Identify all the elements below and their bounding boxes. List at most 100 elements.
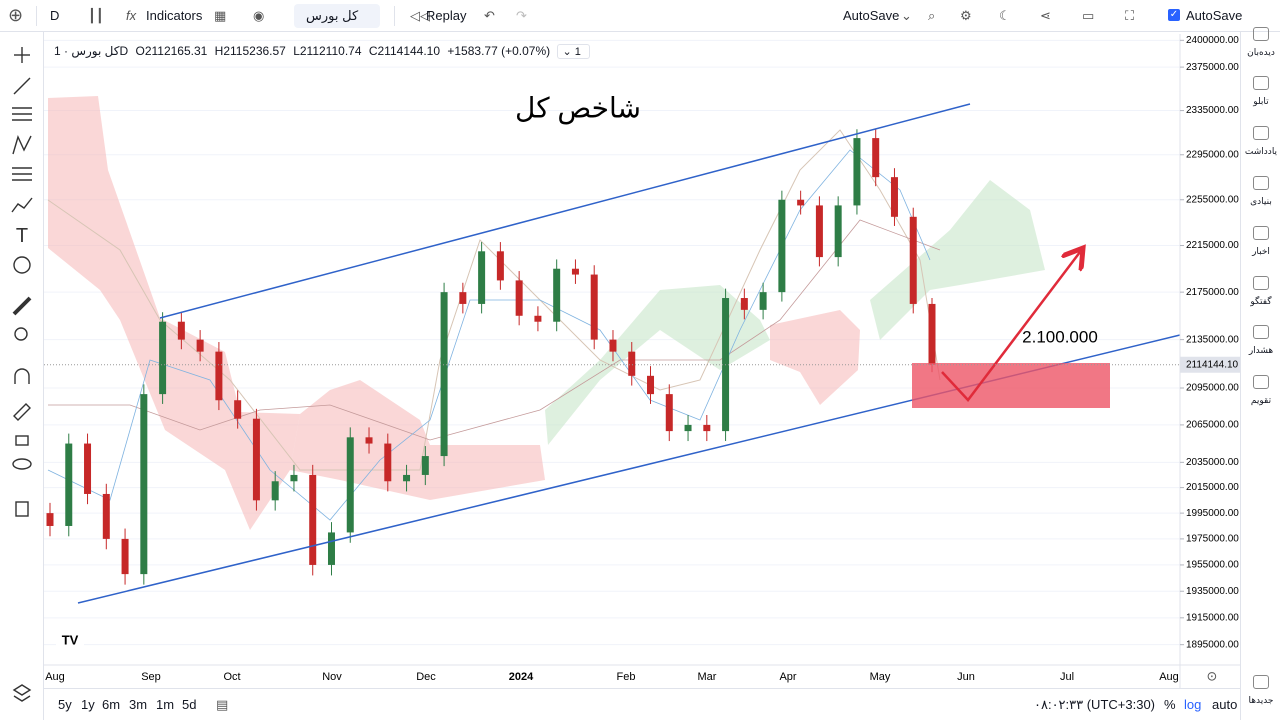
candle-body [309, 474, 317, 565]
settings-button[interactable]: ⚙ [960, 8, 972, 23]
chart-type-button[interactable]: ┃┃ [88, 8, 104, 23]
crosshair-tool[interactable] [14, 47, 30, 63]
y-tick-label: 2015000.00 [1186, 482, 1239, 493]
visibility-button[interactable]: ◉ [253, 8, 265, 23]
target-zone[interactable] [912, 363, 1110, 408]
range-button[interactable]: 5d [182, 697, 197, 712]
percent-button[interactable]: % [1164, 697, 1176, 712]
y-tick-label: 1975000.00 [1186, 534, 1239, 545]
cloud-bearish [290, 380, 545, 500]
y-tick-label: 2295000.00 [1186, 149, 1239, 160]
range-button[interactable]: 1m [156, 697, 175, 712]
candle-body [834, 205, 842, 258]
sidebar-icon[interactable] [1253, 126, 1269, 140]
sidebar-icon[interactable] [1253, 176, 1269, 190]
candle-body [628, 351, 636, 376]
sidebar-icon[interactable] [1253, 27, 1269, 41]
range-button[interactable]: 6m [102, 697, 121, 712]
hide-tool[interactable] [12, 458, 32, 470]
sidebar-icon[interactable] [1253, 325, 1269, 339]
search-button[interactable]: ⌕ [928, 8, 936, 23]
y-tick-label: 2375000.00 [1186, 62, 1239, 73]
projection-tool[interactable] [12, 167, 32, 181]
sidebar-icon[interactable] [1253, 76, 1269, 90]
sidebar-icon[interactable] [1253, 226, 1269, 240]
candle-body [384, 443, 392, 482]
candle-body [778, 199, 786, 293]
last-price-box [1180, 356, 1240, 373]
object-tree-button[interactable] [12, 684, 32, 702]
y-tick-label: 1995000.00 [1186, 508, 1239, 519]
axis-settings-button[interactable]: ⊙ [1207, 668, 1218, 683]
y-tick-label: 2095000.00 [1186, 383, 1239, 394]
y-tick-label: 2215000.00 [1186, 240, 1239, 251]
symbol-search-bg [294, 4, 380, 28]
fib-tool[interactable] [12, 107, 32, 121]
lock-tool[interactable] [15, 435, 29, 446]
projection-arrow[interactable] [941, 252, 1080, 402]
replay-button[interactable]: Replay [426, 8, 467, 23]
sidebar-icon[interactable] [1253, 675, 1269, 689]
candle-body [740, 298, 748, 310]
indicator-toggle[interactable]: ⌄ 1 [557, 44, 590, 59]
redo-button[interactable]: ↷ [516, 8, 527, 23]
candle-body [815, 205, 823, 258]
icon-tool[interactable] [13, 256, 31, 274]
legend-close: C2114144.10 [368, 44, 441, 58]
undo-button[interactable]: ↶ [484, 8, 495, 23]
candle-body [553, 268, 561, 322]
measure-tool[interactable] [12, 296, 32, 316]
sidebar-icon[interactable] [1253, 375, 1269, 389]
conversion-line [47, 149, 931, 521]
indicator-count: 1 [574, 46, 581, 58]
delete-tool[interactable] [15, 501, 29, 517]
candle-body [496, 251, 504, 281]
annotation: 2.100.000 [1022, 327, 1098, 346]
fullscreen-button[interactable]: ⛶ [1125, 8, 1135, 23]
indicators-button[interactable]: Indicators [146, 8, 203, 23]
theme-button[interactable]: ☾ [999, 8, 1011, 23]
text-tool[interactable]: T [16, 225, 28, 247]
right-sidebar: دیده‌بان تابلو یادداشت بنیادی اخبار گفتگو هشدا… [1240, 27, 1280, 720]
candle-body [759, 292, 767, 310]
share-button[interactable]: ⋖ [1040, 8, 1051, 23]
stay-drawing-tool[interactable] [13, 403, 31, 421]
candle-body [159, 321, 167, 395]
cloud-bearish [48, 96, 300, 530]
sidebar-label: گفتگو [1250, 296, 1272, 306]
snapshot-button[interactable]: ▭ [1082, 8, 1095, 23]
candle-body [684, 424, 692, 432]
candle-body [928, 303, 936, 365]
zoom-tool[interactable] [14, 327, 28, 341]
autosave-checkbox[interactable]: ✓ [1168, 9, 1180, 21]
pattern-tool[interactable] [12, 135, 32, 155]
forecast-tool[interactable] [11, 197, 33, 213]
sidebar-label: جدیدها [1248, 695, 1274, 705]
x-tick-label: Oct [223, 671, 240, 683]
x-tick-label: 2024 [509, 671, 534, 683]
symbol-button[interactable]: کل بورس [306, 8, 359, 23]
candle-body [872, 138, 880, 178]
resistance-trendline[interactable] [159, 103, 971, 319]
range-button[interactable]: 1y [81, 697, 95, 712]
autosave-dropdown[interactable]: ⌄ [901, 8, 912, 23]
logo-mark: TV [62, 632, 79, 647]
trend-line-tool[interactable] [13, 77, 31, 95]
range-button[interactable]: 5y [58, 697, 72, 712]
interval-button[interactable]: D [50, 8, 60, 23]
add-symbol-button[interactable]: ⊕ [8, 5, 24, 25]
base-line [48, 219, 941, 441]
drawing-tools: T [11, 47, 33, 702]
sidebar-icon[interactable] [1253, 276, 1269, 290]
ichimoku-cloud [47, 96, 1045, 530]
log-button[interactable]: log [1184, 697, 1202, 712]
candle-body [890, 177, 898, 217]
autosave-menu[interactable]: AutoSave [843, 8, 900, 23]
auto-button[interactable]: auto [1212, 697, 1238, 712]
magnet-tool[interactable] [14, 368, 30, 384]
layouts-button[interactable]: ▦ [214, 8, 227, 23]
candle-body [459, 292, 467, 304]
date-range-button[interactable]: ▤ [216, 697, 229, 712]
range-button[interactable]: 3m [129, 697, 148, 712]
